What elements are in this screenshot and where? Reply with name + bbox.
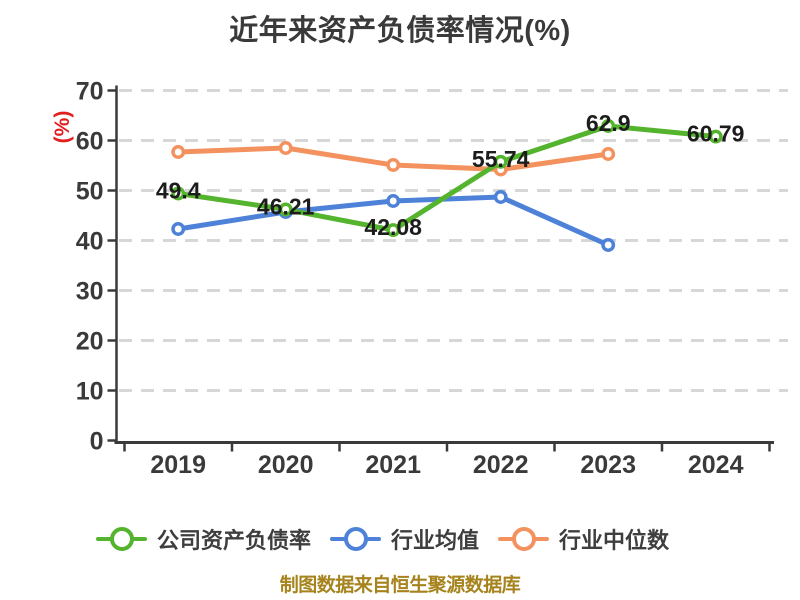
data-point — [386, 223, 401, 238]
y-tick-label: 50 — [76, 178, 104, 206]
y-tick-label: 0 — [90, 428, 104, 456]
chart-legend: 公司资产负债率 行业均值 行业中位数 — [96, 523, 669, 555]
data-point — [278, 141, 293, 155]
x-tick-label: 2021 — [365, 451, 421, 479]
data-point — [601, 119, 616, 133]
data-point — [601, 238, 616, 252]
legend-marker-blue-line-circle-icon — [330, 525, 382, 553]
data-label: 55.74 — [472, 146, 530, 172]
data-source-note: 制图数据来自恒生聚源数据库 — [279, 575, 521, 596]
data-point — [171, 145, 186, 159]
x-tick-label: 2020 — [258, 451, 314, 479]
data-label: 60.79 — [687, 121, 745, 147]
data-label: 46.21 — [257, 193, 315, 219]
y-tick-label: 70 — [76, 78, 104, 106]
data-label: 49.4 — [156, 178, 201, 204]
legend-label: 行业中位数 — [559, 528, 670, 553]
data-point — [386, 158, 401, 172]
data-point — [493, 154, 508, 169]
data-label: 42.08 — [364, 214, 422, 240]
legend-label: 行业均值 — [391, 528, 480, 553]
series-line-0 — [175, 123, 719, 233]
chart-title: 近年来资产负债率情况(%) — [229, 15, 571, 47]
legend-item-industry-mean: 行业均值 — [330, 523, 479, 555]
y-tick-label: 10 — [76, 378, 104, 406]
data-point — [278, 202, 293, 217]
legend-item-industry-median: 行业中位数 — [498, 523, 669, 555]
y-tick-label: 40 — [76, 228, 104, 256]
y-tick-label: 60 — [76, 128, 104, 156]
x-tick-label: 2022 — [473, 451, 529, 479]
data-point — [708, 129, 723, 144]
data-point — [493, 190, 508, 204]
legend-marker-green-line-circle-icon — [96, 525, 147, 553]
x-tick-label: 2023 — [580, 451, 636, 479]
data-label: 62.9 — [586, 110, 631, 136]
x-tick-label: 2024 — [688, 451, 744, 479]
data-point — [386, 194, 401, 208]
data-point — [171, 222, 186, 236]
x-tick-label: 2019 — [150, 451, 206, 479]
y-tick-label: 20 — [76, 328, 104, 356]
legend-item-company-ratio: 公司资产负债率 — [96, 523, 311, 555]
data-point — [601, 147, 616, 161]
legend-label: 公司资产负债率 — [157, 528, 312, 553]
legend-marker-orange-line-circle-icon — [498, 525, 550, 553]
data-point — [171, 186, 186, 201]
y-tick-label: 30 — [76, 278, 104, 306]
